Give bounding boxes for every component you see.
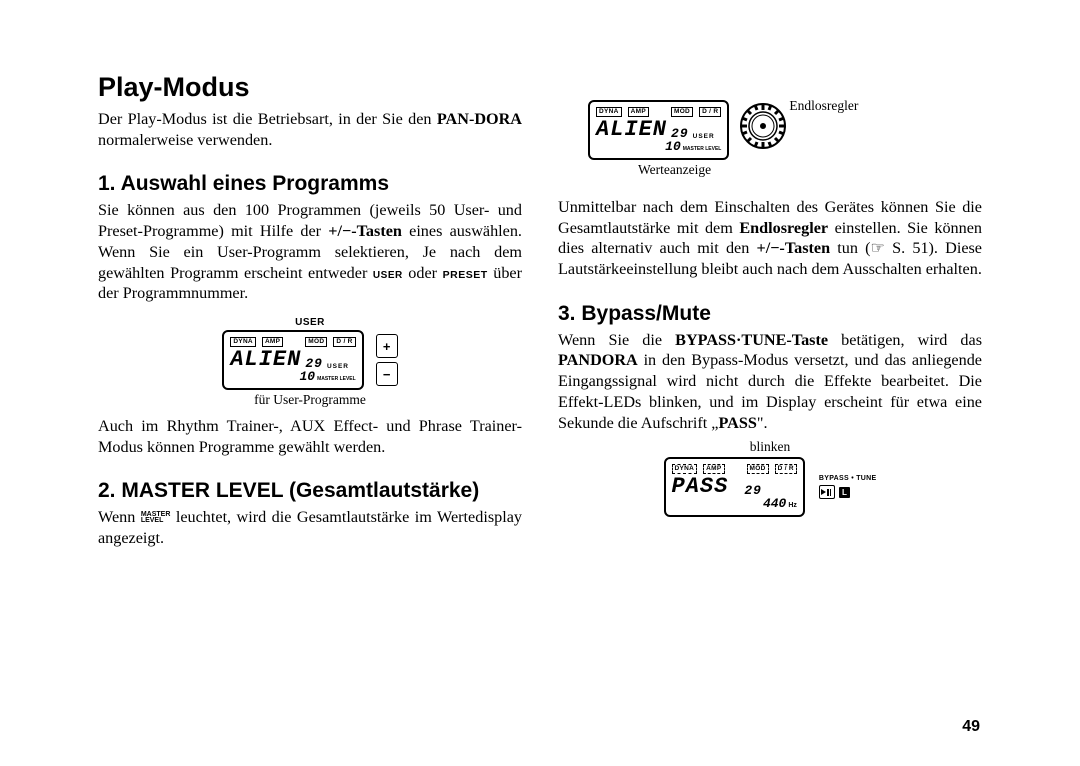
lcd-440: 440 <box>763 496 786 511</box>
lcd-box2-dyna: DYNA <box>596 107 622 117</box>
s3-f: PASS <box>718 414 756 432</box>
lcd-box-amp: AMP <box>262 337 283 347</box>
figure-master-lcd: DYNA AMP MOD D / R ALIEN29 USER <box>588 100 982 179</box>
lcd-box3-dr: D / R <box>775 464 797 474</box>
dial-label: Endlosregler <box>789 98 858 114</box>
lcd-text-alien: ALIEN <box>230 349 301 371</box>
blinken-caption: blinken <box>558 439 982 455</box>
section-3-body: Wenn Sie die BYPASS·TUNE-Taste betätigen… <box>558 330 982 434</box>
col2-body-1: Unmittelbar nach dem Einschalten des Ger… <box>558 197 982 280</box>
s3-a: Wenn Sie die <box>558 331 675 349</box>
lcd-box-dyna: DYNA <box>230 337 256 347</box>
lcd-text-alien2: ALIEN <box>596 119 667 141</box>
figure-user-lcd: USER DYNA AMP MOD D / R ALIEN29 <box>98 312 522 408</box>
lcd-box3-mod: MOD <box>747 464 769 474</box>
lcd-display-master: DYNA AMP MOD D / R ALIEN29 USER <box>588 100 729 160</box>
lcd-box-mod: MOD <box>305 337 327 347</box>
section-3-heading: 3. Bypass/Mute <box>558 302 982 326</box>
lcd-num-10b: 10 <box>665 139 681 154</box>
intro-b: PAN-DORA <box>437 110 522 128</box>
lcd-master-label: MASTER LEVEL <box>317 377 356 381</box>
c2-d: +/−-Tasten <box>756 239 830 257</box>
s1-b: +/−-Tasten <box>328 222 402 240</box>
section-1-body: Sie können aus den 100 Programmen (jewei… <box>98 200 522 304</box>
page-number: 49 <box>962 718 980 736</box>
lcd-num-10: 10 <box>299 369 315 384</box>
lcd-box3-amp: AMP <box>703 464 724 474</box>
left-column: Play-Modus Der Play-Modus ist die Betrie… <box>98 72 522 549</box>
bypass-tune-icons: BYPASS • TUNE L <box>819 475 877 499</box>
s2-a: Wenn <box>98 508 141 526</box>
s3-c: betätigen, wird das <box>828 331 982 349</box>
plus-minus-buttons: + − <box>376 334 398 386</box>
section-1-heading: 1. Auswahl eines Programms <box>98 172 522 196</box>
user-word-icon: USER <box>373 270 403 281</box>
figure-user-caption: für User-Programme <box>254 392 366 408</box>
figure-pass-lcd: blinken DYNA AMP MOD D / R PASS 29 <box>558 439 982 517</box>
lcd-master-label2: MASTER LEVEL <box>683 147 722 151</box>
intro-paragraph: Der Play-Modus ist die Betriebsart, in d… <box>98 109 522 150</box>
section-2-heading: 2. MASTER LEVEL (Gesamtlautstärke) <box>98 479 522 503</box>
page-title: Play-Modus <box>98 72 522 103</box>
s3-g: ". <box>757 414 768 432</box>
s1-d: oder <box>403 264 443 282</box>
right-column: DYNA AMP MOD D / R ALIEN29 USER <box>558 72 982 549</box>
lcd-box3-dyna: DYNA <box>672 464 698 474</box>
lcd-hz-label: Hz <box>788 502 797 509</box>
l-button-icon[interactable]: L <box>839 487 850 498</box>
lcd-display-user: DYNA AMP MOD D / R ALIEN29 USER <box>222 330 363 390</box>
master-level-icon: MASTER LEVEL <box>141 512 171 524</box>
play-pause-icon[interactable] <box>819 485 835 499</box>
intro-a: Der Play-Modus ist die Betriebsart, in d… <box>98 110 437 128</box>
bypass-tune-label: BYPASS • TUNE <box>819 475 877 482</box>
intro-c: normalerweise verwenden. <box>98 131 272 149</box>
section-2-body: Wenn MASTER LEVEL leuchtet, wird die Ges… <box>98 507 522 548</box>
lcd-box2-dr: D / R <box>699 107 721 117</box>
minus-button[interactable]: − <box>376 362 398 386</box>
lcd-box2-amp: AMP <box>628 107 649 117</box>
s3-d: PANDORA <box>558 351 638 369</box>
lcd-display-pass: DYNA AMP MOD D / R PASS 29 440 Hz <box>664 457 805 517</box>
section-1-after: Auch im Rhythm Trainer-, AUX Effect- und… <box>98 416 522 457</box>
user-caption-icon: USER <box>295 317 325 328</box>
dial-icon[interactable]: Endlosregler <box>737 100 789 157</box>
lcd-box2-mod: MOD <box>671 107 693 117</box>
preset-word-icon: PRESET <box>443 269 488 281</box>
werteanzeige-caption: Werteanzeige <box>638 162 789 178</box>
c2-b: Endlosregler <box>739 219 828 237</box>
plus-button[interactable]: + <box>376 334 398 358</box>
lcd-box-dr: D / R <box>333 337 355 347</box>
s3-b: BYPASS·TUNE-Taste <box>675 331 828 349</box>
lcd-text-pass: PASS <box>672 476 729 498</box>
